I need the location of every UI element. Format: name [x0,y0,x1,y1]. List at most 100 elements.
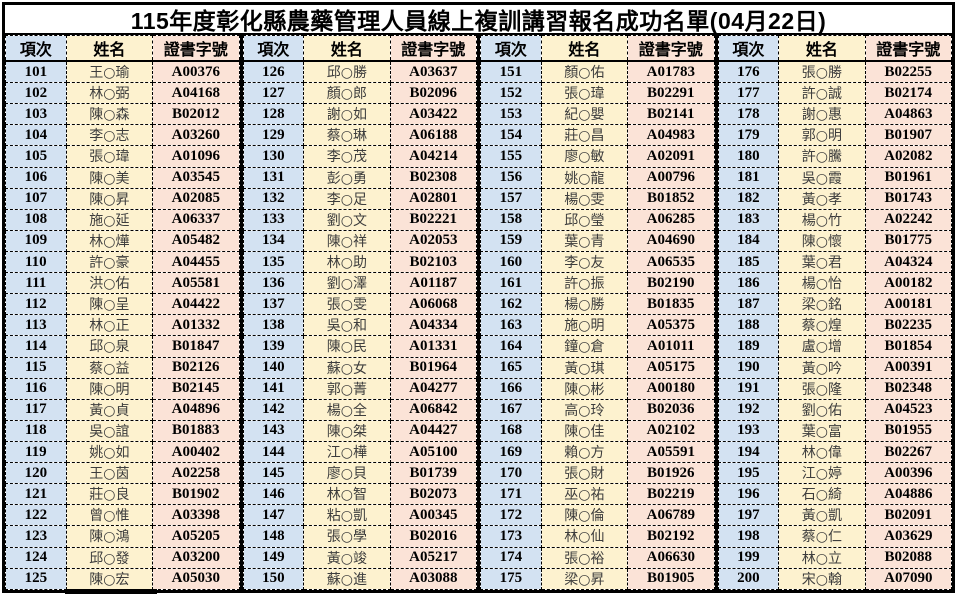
cell-cert: B02012 [152,103,240,126]
cell-cert: A00182 [864,272,953,295]
table-row: 125 陳○宏 A05030 [5,567,240,591]
table-row: 179 郭○明 B01907 [717,124,953,147]
cell-cert: A07090 [864,567,953,591]
cell-name: 梁○昇 [540,567,629,591]
table-row: 142 楊○全 A06842 [242,398,478,421]
table-row: 127 顏○郎 B02096 [242,82,478,105]
cell-cert: A02801 [389,187,478,210]
cell-cert: A01331 [389,335,478,358]
cell-no: 163 [480,314,542,337]
cell-name: 蔡○煌 [778,314,866,337]
cell-no: 165 [480,356,542,379]
cell-name: 張○財 [540,462,629,485]
table-row: 154 莊○昌 A04983 [480,124,715,147]
cell-cert: B01854 [864,335,953,358]
table-row: 136 劉○澤 A01187 [242,272,478,295]
header-no: 項次 [717,35,780,62]
cell-name: 陳○宏 [65,567,154,591]
cell-cert: A02053 [389,229,478,252]
cell-name: 盧○增 [778,335,866,358]
cell-no: 175 [480,567,542,591]
cell-name: 李○志 [65,124,154,147]
cell-cert: A04863 [864,103,953,126]
table-row: 131 彭○勇 B02308 [242,166,478,189]
table-row: 161 許○振 B02190 [480,272,715,295]
cell-name: 顏○郎 [303,82,391,105]
table-row: 188 蔡○煌 B02235 [717,314,953,337]
cell-cert: B01902 [152,483,240,506]
header-name: 姓名 [540,35,629,62]
cell-no: 119 [5,440,67,464]
cell-name: 陳○祥 [303,229,391,252]
table-row: 160 李○友 A06535 [480,250,715,274]
cell-no: 112 [5,293,67,316]
cell-name: 劉○澤 [303,272,391,295]
table-header: 項次 姓名 證書字號 [242,35,478,62]
cell-cert: B02073 [389,483,478,506]
cell-cert: A02102 [627,419,715,442]
table-row: 107 陳○昇 A02085 [5,187,240,210]
cell-name: 楊○勝 [540,293,629,316]
cell-name: 陳○桀 [303,419,391,442]
cell-cert: A04523 [864,398,953,421]
table-row: 112 陳○呈 A04422 [5,293,240,316]
cell-name: 陳○鴻 [65,525,154,548]
cell-no: 145 [242,462,305,485]
cell-cert: A05581 [152,272,240,295]
cell-cert: A03260 [152,124,240,147]
table-row: 145 廖○貝 B01739 [242,462,478,485]
cell-cert: B01852 [627,187,715,210]
header-cert: 證書字號 [627,35,715,62]
cell-no: 160 [480,250,542,274]
cell-no: 181 [717,166,780,189]
table-row: 118 吳○誼 B01883 [5,419,240,442]
cell-cert: A01187 [389,272,478,295]
cell-name: 張○隆 [778,377,866,400]
table-row: 139 陳○民 A01331 [242,335,478,358]
cell-cert: A04422 [152,293,240,316]
cell-no: 197 [717,504,780,527]
cell-name: 楊○怡 [778,272,866,295]
cell-no: 159 [480,229,542,252]
cell-no: 120 [5,462,67,485]
table-groups: 項次 姓名 證書字號 101 王○瑜 A00376 102 林○弼 A04168 103 陳○… [5,35,953,591]
cell-cert: B02192 [627,525,715,548]
cell-no: 185 [717,250,780,274]
cell-cert: B02267 [864,440,953,464]
table-row: 111 洪○佑 A05581 [5,272,240,295]
table-row: 115 蔡○益 B02126 [5,356,240,379]
cell-cert: B01926 [627,462,715,485]
cell-cert: A00376 [152,60,240,84]
table-row: 101 王○瑜 A00376 [5,60,240,84]
cell-name: 紀○嬰 [540,103,629,126]
cell-no: 140 [242,356,305,379]
cell-name: 廖○敏 [540,145,629,168]
table-row: 122 曾○惟 A03398 [5,504,240,527]
roster-group-2: 項次 姓名 證書字號 126 邱○勝 A03637 127 顏○郎 B02096 128 謝○… [239,35,478,591]
cell-cert: B01964 [389,356,478,379]
cell-no: 158 [480,208,542,231]
cell-name: 劉○佑 [778,398,866,421]
cell-no: 109 [5,229,67,252]
table-row: 116 陳○明 B02145 [5,377,240,400]
cell-cert: B02088 [864,546,953,569]
cell-cert: A04690 [627,229,715,252]
header-no: 項次 [5,35,67,62]
table-row: 192 劉○佑 A04523 [717,398,953,421]
table-row: 151 顏○佑 A01783 [480,60,715,84]
cell-no: 156 [480,166,542,189]
cell-name: 黃○孝 [778,187,866,210]
cell-no: 154 [480,124,542,147]
table-row: 153 紀○嬰 B02141 [480,103,715,126]
table-row: 186 楊○怡 A00182 [717,272,953,295]
table-header: 項次 姓名 證書字號 [5,35,240,62]
cell-no: 143 [242,419,305,442]
table-row: 123 陳○鴻 A05205 [5,525,240,548]
cell-no: 151 [480,60,542,84]
cell-cert: A06789 [627,504,715,527]
cell-cert: B02145 [152,377,240,400]
cell-name: 黃○竣 [303,546,391,569]
cell-cert: A03200 [152,546,240,569]
cell-no: 131 [242,166,305,189]
